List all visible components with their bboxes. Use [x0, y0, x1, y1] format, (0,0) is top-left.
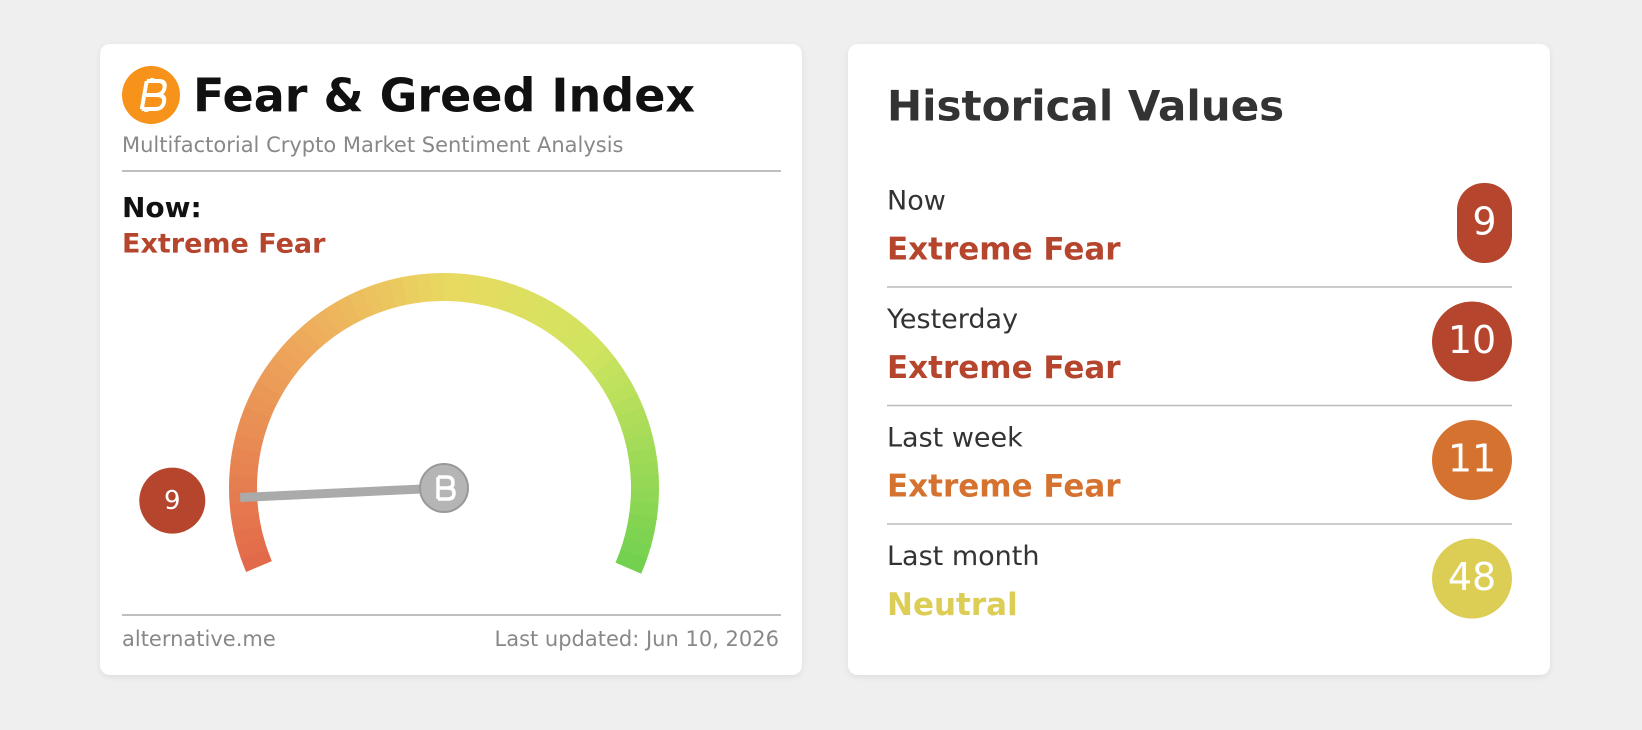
- gauge-arc: [558, 317, 588, 349]
- gauge-arc: [361, 283, 386, 316]
- gauge-arc: [504, 284, 529, 317]
- gauge-arc: [584, 346, 617, 377]
- gauge-arc: [240, 405, 272, 429]
- gauge-arc: [229, 459, 259, 478]
- history-rows: Now Extreme Fear 9 Yesterday Extreme Fear 10 L…: [886, 183, 1512, 623]
- gauge-arc: [515, 289, 542, 322]
- gauge-arc: [592, 357, 625, 387]
- gauge-arc: [348, 288, 374, 321]
- gauge-arc: [480, 277, 502, 308]
- gauge-arc: [230, 512, 261, 532]
- gauge-arc: [619, 537, 652, 561]
- gauge-arc: [468, 274, 488, 305]
- gauge-arc: [526, 295, 554, 328]
- row-badge: [1432, 420, 1512, 500]
- gauge-arc: [236, 418, 268, 441]
- gauge-arc: [615, 549, 647, 574]
- subtitle: Multifactorial Crypto Market Sentiment A…: [122, 133, 624, 157]
- gauge-arc: [599, 369, 632, 397]
- gauge-arc: [567, 326, 598, 358]
- row-badge: [1457, 183, 1512, 263]
- gauge-arc: [232, 431, 264, 453]
- gauge-arc: [336, 294, 363, 327]
- gauge-arc: [257, 367, 290, 396]
- source: alternative.me: [122, 627, 276, 651]
- gauge-arc: [630, 489, 659, 506]
- gauge-arc: [229, 499, 259, 518]
- gauge-arc: [301, 316, 332, 348]
- gauge-arc: [628, 501, 659, 520]
- row-value: 48: [1448, 555, 1496, 599]
- row-badge: [1432, 538, 1512, 619]
- gauge-arc: [230, 445, 261, 465]
- gauge: 9: [139, 273, 659, 574]
- gauge-arc: [612, 393, 644, 419]
- gauge-arc: [629, 461, 659, 479]
- row-badge: [1432, 301, 1512, 382]
- needle: [240, 483, 445, 502]
- gauge-arc: [443, 273, 460, 302]
- gauge-arc: [456, 273, 475, 303]
- gauge-arc: [624, 433, 656, 455]
- gauge-arc: [272, 345, 305, 375]
- gauge-arc: [281, 335, 313, 366]
- gauge-arc: [617, 406, 649, 431]
- row-value: 11: [1448, 437, 1496, 481]
- gauge-arc: [548, 309, 577, 342]
- row-label: Last week: [887, 423, 1023, 454]
- gauge-arc: [250, 379, 283, 407]
- gauge-arc: [626, 513, 657, 534]
- gauge-arc: [324, 301, 352, 333]
- last-updated: Last updated: Jun 10, 2026: [495, 627, 780, 651]
- row-label: Now: [887, 186, 946, 217]
- gauge-arc: [374, 279, 398, 312]
- gauge-arc: [537, 302, 566, 334]
- gauge-arc: [621, 420, 653, 443]
- row-classification: Neutral: [887, 587, 1018, 623]
- gauge-arc: [264, 356, 297, 385]
- gauge-arc: [627, 447, 658, 467]
- gauge-arc: [236, 536, 268, 559]
- row-label: Last month: [887, 541, 1039, 572]
- gauge-arc: [291, 325, 322, 357]
- gauge-arc: [576, 336, 608, 367]
- row-value: 9: [1472, 200, 1496, 244]
- gauge-arc: [492, 280, 516, 312]
- value-badge-text: 9: [164, 486, 181, 516]
- row-classification: Extreme Fear: [887, 469, 1121, 505]
- gauge-arc: [401, 274, 422, 305]
- row-classification: Extreme Fear: [887, 350, 1121, 386]
- gauge-arc: [388, 276, 410, 308]
- gauge-arc: [312, 308, 342, 341]
- gauge-arc: [244, 392, 277, 418]
- row-classification: Extreme Fear: [887, 232, 1121, 268]
- fng-card: [100, 44, 802, 675]
- gauge-arc: [240, 547, 272, 573]
- btc-logo: [122, 66, 180, 124]
- gauge-arc: [415, 273, 434, 303]
- value-badge: [139, 467, 206, 534]
- needle-hub-logo: [436, 475, 456, 501]
- title: Fear & Greed Index: [193, 69, 695, 123]
- gauge-arc: [623, 525, 655, 548]
- gauge-arc: [233, 524, 264, 546]
- history-card: [848, 44, 1550, 675]
- history-title: Historical Values: [887, 82, 1284, 131]
- row-value: 10: [1448, 318, 1496, 362]
- row-label: Yesterday: [886, 304, 1018, 335]
- gauge-arc: [606, 381, 639, 408]
- now-classification: Extreme Fear: [122, 229, 326, 260]
- now-label: Now:: [122, 191, 202, 224]
